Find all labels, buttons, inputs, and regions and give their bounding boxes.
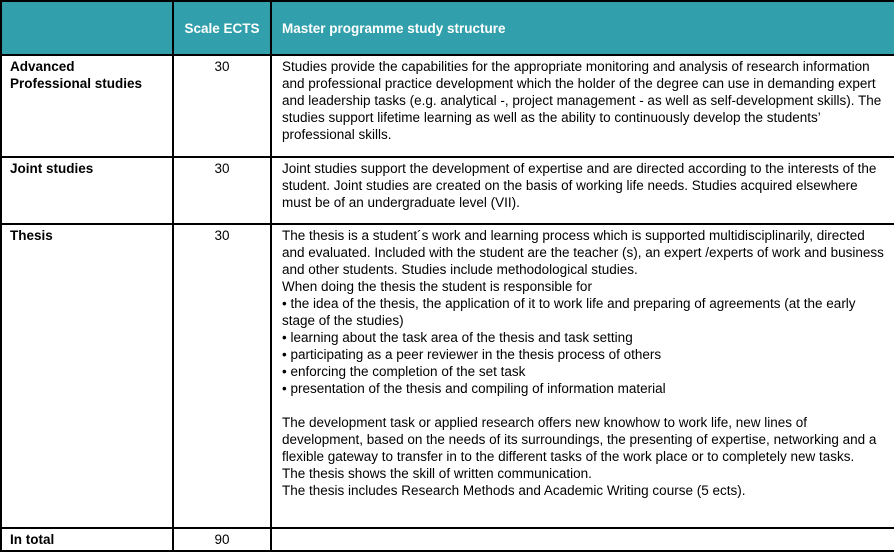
row-description-advanced-professional-studies: Studies provide the capabilities for the…: [270, 54, 894, 158]
row-ects-thesis: 30: [172, 223, 272, 529]
header-row: Scale ECTS Master programme study struct…: [0, 0, 894, 56]
row-label-in-total: In total: [0, 527, 174, 552]
header-cell-study-structure: Master programme study structure: [270, 0, 894, 56]
table-row: Advanced Professional studies 30 Studies…: [0, 54, 894, 158]
table-header: Scale ECTS Master programme study struct…: [0, 0, 894, 56]
row-label-advanced-professional-studies: Advanced Professional studies: [0, 54, 174, 158]
row-description-in-total: [270, 527, 894, 552]
row-label-joint-studies: Joint studies: [0, 156, 174, 225]
row-ects-joint-studies: 30: [172, 156, 272, 225]
table-row: Joint studies 30 Joint studies support t…: [0, 156, 894, 225]
table-row: In total 90: [0, 527, 894, 552]
table-row: Thesis 30 The thesis is a student´s work…: [0, 223, 894, 529]
row-description-thesis: The thesis is a student´s work and learn…: [270, 223, 894, 529]
header-cell-scale-ects: Scale ECTS: [172, 0, 272, 56]
row-description-joint-studies: Joint studies support the development of…: [270, 156, 894, 225]
row-label-thesis: Thesis: [0, 223, 174, 529]
row-ects-advanced-professional-studies: 30: [172, 54, 272, 158]
row-ects-in-total: 90: [172, 527, 272, 552]
header-cell-empty: [0, 0, 174, 56]
